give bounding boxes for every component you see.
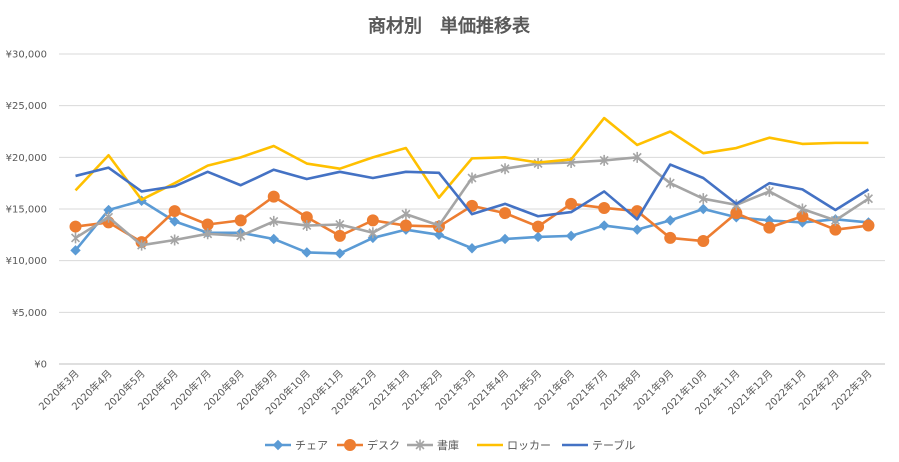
- data-point: [631, 224, 643, 235]
- data-point: [268, 233, 279, 245]
- data-point: [664, 231, 677, 244]
- data-point: [764, 185, 774, 197]
- data-point: [70, 245, 81, 256]
- data-point: [335, 219, 345, 230]
- data-point: [433, 229, 445, 241]
- legend-label: デスク: [367, 438, 400, 452]
- series-4: [74, 116, 869, 201]
- data-point: [500, 163, 510, 175]
- y-tick-label: ¥15,000: [6, 205, 47, 216]
- data-point: [698, 203, 709, 215]
- chart-title: 商材別 単価推移表: [368, 15, 531, 37]
- data-point: [565, 230, 577, 242]
- series-line: [75, 163, 870, 221]
- data-point: [401, 208, 411, 220]
- data-point: [169, 216, 180, 227]
- legend-item: 書庫: [407, 438, 459, 452]
- y-tick-label: ¥0: [34, 360, 47, 371]
- data-point: [499, 233, 511, 245]
- data-point: [302, 220, 312, 232]
- data-point: [269, 215, 279, 227]
- data-point: [863, 193, 874, 205]
- y-tick-label: ¥20,000: [6, 153, 47, 164]
- legend-item: テーブル: [562, 438, 635, 452]
- y-tick-label: ¥25,000: [6, 101, 47, 112]
- series-line: [74, 116, 869, 201]
- data-point: [763, 221, 776, 234]
- legend-marker: [272, 439, 284, 451]
- data-point: [334, 248, 346, 259]
- data-point: [267, 190, 280, 203]
- data-point: [467, 172, 477, 184]
- data-point: [333, 229, 346, 242]
- y-tick-label: ¥30,000: [6, 50, 47, 61]
- data-point: [203, 228, 213, 240]
- data-point: [697, 235, 710, 248]
- data-point: [665, 215, 676, 226]
- data-point: [137, 239, 147, 251]
- data-point: [598, 220, 610, 231]
- legend-item: デスク: [337, 438, 400, 452]
- legend-label: 書庫: [437, 438, 459, 452]
- data-point: [599, 154, 609, 166]
- data-point: [598, 201, 611, 214]
- data-point: [234, 214, 247, 227]
- data-point: [168, 205, 181, 218]
- data-point: [830, 214, 840, 226]
- legend-marker: [344, 439, 356, 451]
- series-5: [75, 163, 870, 221]
- y-tick-label: ¥5,000: [12, 308, 47, 319]
- legend-label: ロッカー: [507, 439, 551, 452]
- data-point: [434, 220, 444, 232]
- data-point: [104, 211, 114, 223]
- data-point: [368, 227, 378, 239]
- legend-marker: [415, 439, 425, 451]
- legend-item: ロッカー: [477, 439, 551, 452]
- data-point: [70, 232, 81, 244]
- data-point: [236, 230, 246, 242]
- data-point: [69, 220, 82, 233]
- series-2: [69, 190, 875, 249]
- legend-label: チェア: [295, 439, 328, 452]
- legend-label: テーブル: [592, 438, 635, 452]
- data-point: [499, 207, 512, 220]
- data-point: [399, 219, 412, 232]
- data-point: [532, 231, 544, 243]
- data-point: [301, 247, 313, 258]
- data-point: [797, 203, 807, 215]
- data-point: [665, 177, 675, 189]
- data-point: [170, 234, 180, 246]
- data-point: [632, 151, 642, 163]
- data-point: [466, 243, 478, 254]
- data-point: [565, 197, 578, 210]
- y-tick-label: ¥10,000: [6, 256, 47, 267]
- data-point: [532, 220, 545, 233]
- data-point: [698, 193, 708, 205]
- legend-item: チェア: [265, 439, 328, 452]
- data-point: [862, 219, 875, 232]
- data-point: [366, 214, 379, 227]
